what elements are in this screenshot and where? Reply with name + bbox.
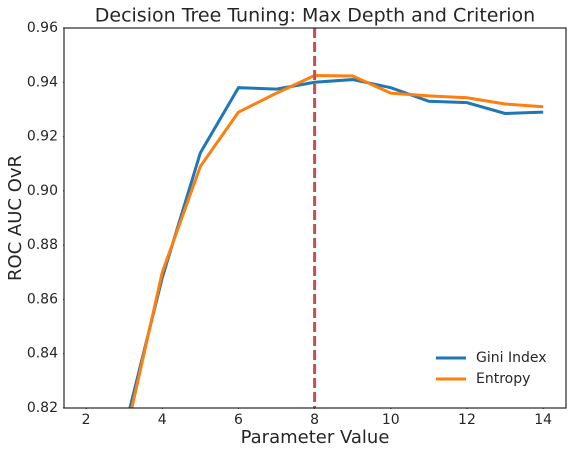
y-tick-label: 0.92: [27, 129, 58, 145]
x-tick-label: 14: [534, 412, 552, 428]
y-tick-label: 0.84: [27, 346, 58, 362]
x-tick-label: 6: [234, 412, 243, 428]
y-tick-label: 0.86: [27, 291, 58, 307]
y-tick-label: 0.90: [27, 183, 58, 199]
x-axis-label: Parameter Value: [241, 427, 390, 448]
x-tick-label: 8: [310, 412, 319, 428]
legend-label: Entropy: [476, 371, 530, 387]
x-tick-label: 4: [158, 412, 167, 428]
plot-area: [128, 28, 544, 408]
y-tick-label: 0.94: [27, 74, 58, 90]
legend-label: Gini Index: [476, 350, 547, 366]
y-tick-label: 0.82: [27, 400, 58, 416]
x-tick-label: 10: [382, 412, 400, 428]
axes-frame: [63, 27, 567, 409]
y-tick-label: 0.88: [27, 237, 58, 253]
y-axis-label: ROC AUC OvR: [5, 155, 26, 281]
y-tick-label: 0.96: [27, 20, 58, 36]
x-tick-label: 2: [82, 412, 91, 428]
x-tick-label: 12: [458, 412, 476, 428]
chart-title: Decision Tree Tuning: Max Depth and Crit…: [95, 5, 535, 27]
